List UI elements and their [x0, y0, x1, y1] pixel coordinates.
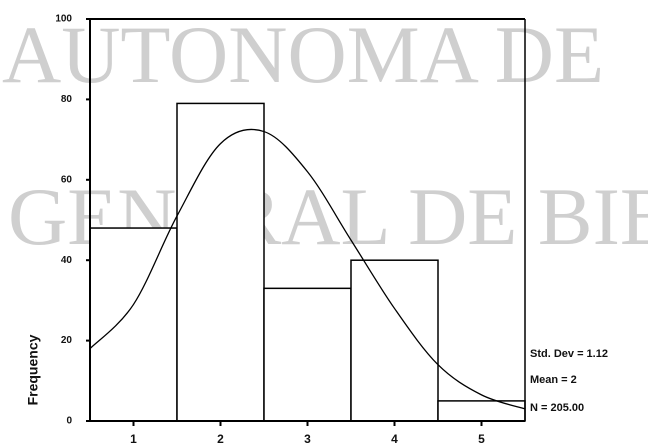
x-tick-label: 1	[130, 432, 137, 446]
bar	[89, 227, 178, 422]
x-tick-label: 5	[478, 432, 485, 446]
stat-label: N = 205.00	[530, 402, 584, 414]
stat-label: Std. Dev = 1.12	[530, 348, 608, 360]
y-tick-label: 100	[55, 14, 72, 25]
y-tick-label: 80	[61, 94, 73, 105]
bar	[263, 287, 352, 422]
x-tick-label: 4	[391, 432, 398, 446]
watermark: AUTONOMA DE	[2, 9, 604, 100]
y-tick-label: 40	[61, 255, 73, 266]
stat-label: Mean = 2	[530, 374, 577, 386]
y-tick-label: 20	[61, 335, 73, 346]
y-tick-label: 0	[66, 416, 72, 427]
y-tick-label: 60	[61, 174, 73, 185]
y-axis-label: Frequency	[25, 334, 41, 405]
x-tick-label: 2	[217, 432, 224, 446]
normal-curve	[89, 128, 526, 410]
bar	[176, 102, 265, 422]
x-tick-label: 3	[304, 432, 311, 446]
bar	[350, 259, 439, 422]
bar	[437, 400, 526, 422]
